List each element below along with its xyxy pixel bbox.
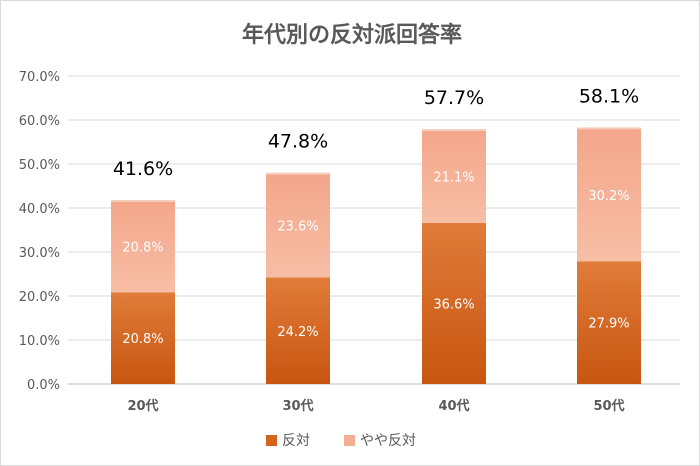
y-tick-label: 60.0%	[19, 114, 60, 129]
bar-yaya-hantai	[111, 200, 175, 293]
total-label: 41.6%	[113, 158, 173, 180]
y-tick-label: 40.0%	[19, 202, 60, 217]
x-tick-label: 30代	[282, 398, 313, 414]
x-tick-label: 40代	[438, 398, 469, 414]
data-label: 20.8%	[122, 332, 163, 347]
y-tick-label: 50.0%	[19, 158, 60, 173]
total-label: 57.7%	[424, 87, 484, 109]
bar-yaya-hantai	[422, 130, 486, 223]
y-tick-label: 0.0%	[27, 378, 60, 393]
bar-yaya-hantai	[577, 128, 641, 262]
bar-hantai	[422, 222, 486, 384]
legend: 反対 やや反対	[266, 433, 416, 449]
data-labels: 20.8% 20.8% 41.6% 24.2% 23.6% 47.8% 36.6% 21.1%…	[113, 85, 639, 347]
data-label: 23.6%	[277, 220, 318, 235]
y-tick-label: 30.0%	[19, 246, 60, 261]
bar-hantai	[266, 277, 330, 384]
chart-title: 年代別の反対派回答率	[242, 22, 462, 48]
data-label: 27.9%	[588, 317, 629, 332]
bar-yaya-hantai	[266, 173, 330, 278]
y-tick-label: 70.0%	[19, 70, 60, 85]
data-label: 20.8%	[122, 241, 163, 256]
bar-top-edge	[266, 172, 330, 175]
legend-swatch	[344, 435, 355, 446]
y-axis-tick-labels: 0.0% 10.0% 20.0% 30.0% 40.0% 50.0% 60.0% 70.0%	[19, 70, 60, 393]
y-tick-label: 10.0%	[19, 334, 60, 349]
legend-label: やや反対	[360, 433, 416, 449]
bars	[111, 127, 641, 384]
bar-hantai	[577, 261, 641, 384]
bar-top-edge	[422, 129, 486, 132]
x-tick-label: 20代	[127, 398, 158, 414]
x-tick-label: 50代	[593, 398, 624, 414]
legend-swatch	[266, 435, 277, 446]
data-label: 30.2%	[588, 189, 629, 204]
data-label: 24.2%	[277, 325, 318, 340]
bar-top-edge	[577, 127, 641, 130]
x-axis-tick-labels: 20代 30代 40代 50代	[127, 398, 624, 414]
bar-top-edge	[111, 199, 175, 202]
legend-label: 反対	[282, 433, 310, 449]
bar-hantai	[111, 292, 175, 384]
total-label: 47.8%	[268, 131, 328, 153]
total-label: 58.1%	[579, 85, 639, 107]
data-label: 36.6%	[433, 297, 474, 312]
y-tick-label: 20.0%	[19, 290, 60, 305]
data-label: 21.1%	[433, 171, 474, 186]
